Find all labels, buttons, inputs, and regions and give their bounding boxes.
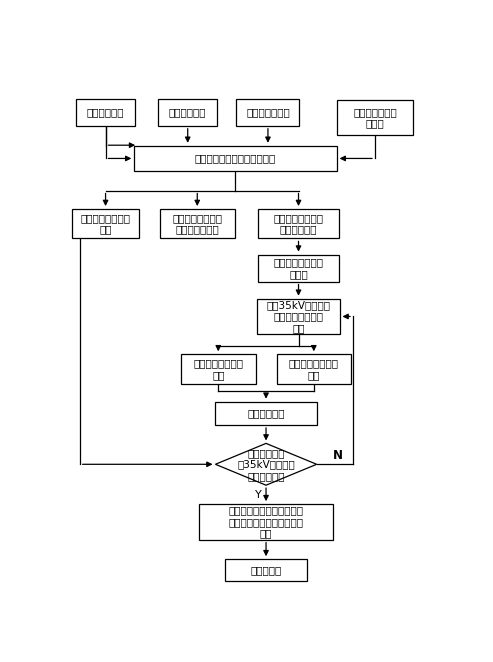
Text: 输出设计值: 输出设计值 xyxy=(250,565,282,575)
FancyBboxPatch shape xyxy=(337,101,413,135)
Text: 谐振点是否避
开35kV可能存在
的谐波频率？: 谐振点是否避 开35kV可能存在 的谐波频率？ xyxy=(237,448,295,481)
FancyBboxPatch shape xyxy=(160,209,235,238)
Polygon shape xyxy=(215,444,317,485)
Text: 城市轨道交通供配电系统参数: 城市轨道交通供配电系统参数 xyxy=(195,154,276,164)
Text: 谐波电压系统仿真
计算: 谐波电压系统仿真 计算 xyxy=(289,358,339,380)
FancyBboxPatch shape xyxy=(134,146,337,171)
Text: 主变电所参数: 主变电所参数 xyxy=(169,107,207,118)
Text: Y: Y xyxy=(255,491,262,500)
FancyBboxPatch shape xyxy=(215,402,317,425)
Text: 串并联谐振点: 串并联谐振点 xyxy=(247,408,285,418)
Text: 供电电缆长度和充电电容值
设计满足系统安全稳定运行
要求: 供电电缆长度和充电电容值 设计满足系统安全稳定运行 要求 xyxy=(229,505,304,538)
Text: 牵引变电所参数: 牵引变电所参数 xyxy=(246,107,290,118)
Text: 输入35kV供电电缆
长度与充电电容选
型值: 输入35kV供电电缆 长度与充电电容选 型值 xyxy=(267,300,330,333)
FancyBboxPatch shape xyxy=(225,559,307,581)
FancyBboxPatch shape xyxy=(258,254,339,281)
Text: 牵引系统产生的谐
波电流频率分布: 牵引系统产生的谐 波电流频率分布 xyxy=(172,213,222,234)
FancyBboxPatch shape xyxy=(199,504,333,540)
Text: 谐波电流系统仿真
计算: 谐波电流系统仿真 计算 xyxy=(193,358,243,380)
FancyBboxPatch shape xyxy=(72,209,139,238)
FancyBboxPatch shape xyxy=(258,209,339,238)
Text: 背景谐波电压频率
分布: 背景谐波电压频率 分布 xyxy=(80,213,131,234)
FancyBboxPatch shape xyxy=(257,299,340,334)
Text: 降压和跟随变电
所参数: 降压和跟随变电 所参数 xyxy=(353,107,397,128)
FancyBboxPatch shape xyxy=(181,354,255,384)
Text: 谐波阻抗计算模型
的化简: 谐波阻抗计算模型 的化简 xyxy=(274,258,323,279)
FancyBboxPatch shape xyxy=(158,99,217,126)
Text: 牵引系统等效谐波
阻抗计算模型: 牵引系统等效谐波 阻抗计算模型 xyxy=(274,213,323,234)
Text: 进线电源参数: 进线电源参数 xyxy=(87,107,124,118)
FancyBboxPatch shape xyxy=(237,99,299,126)
FancyBboxPatch shape xyxy=(76,99,135,126)
FancyBboxPatch shape xyxy=(277,354,351,384)
Text: N: N xyxy=(333,449,343,461)
